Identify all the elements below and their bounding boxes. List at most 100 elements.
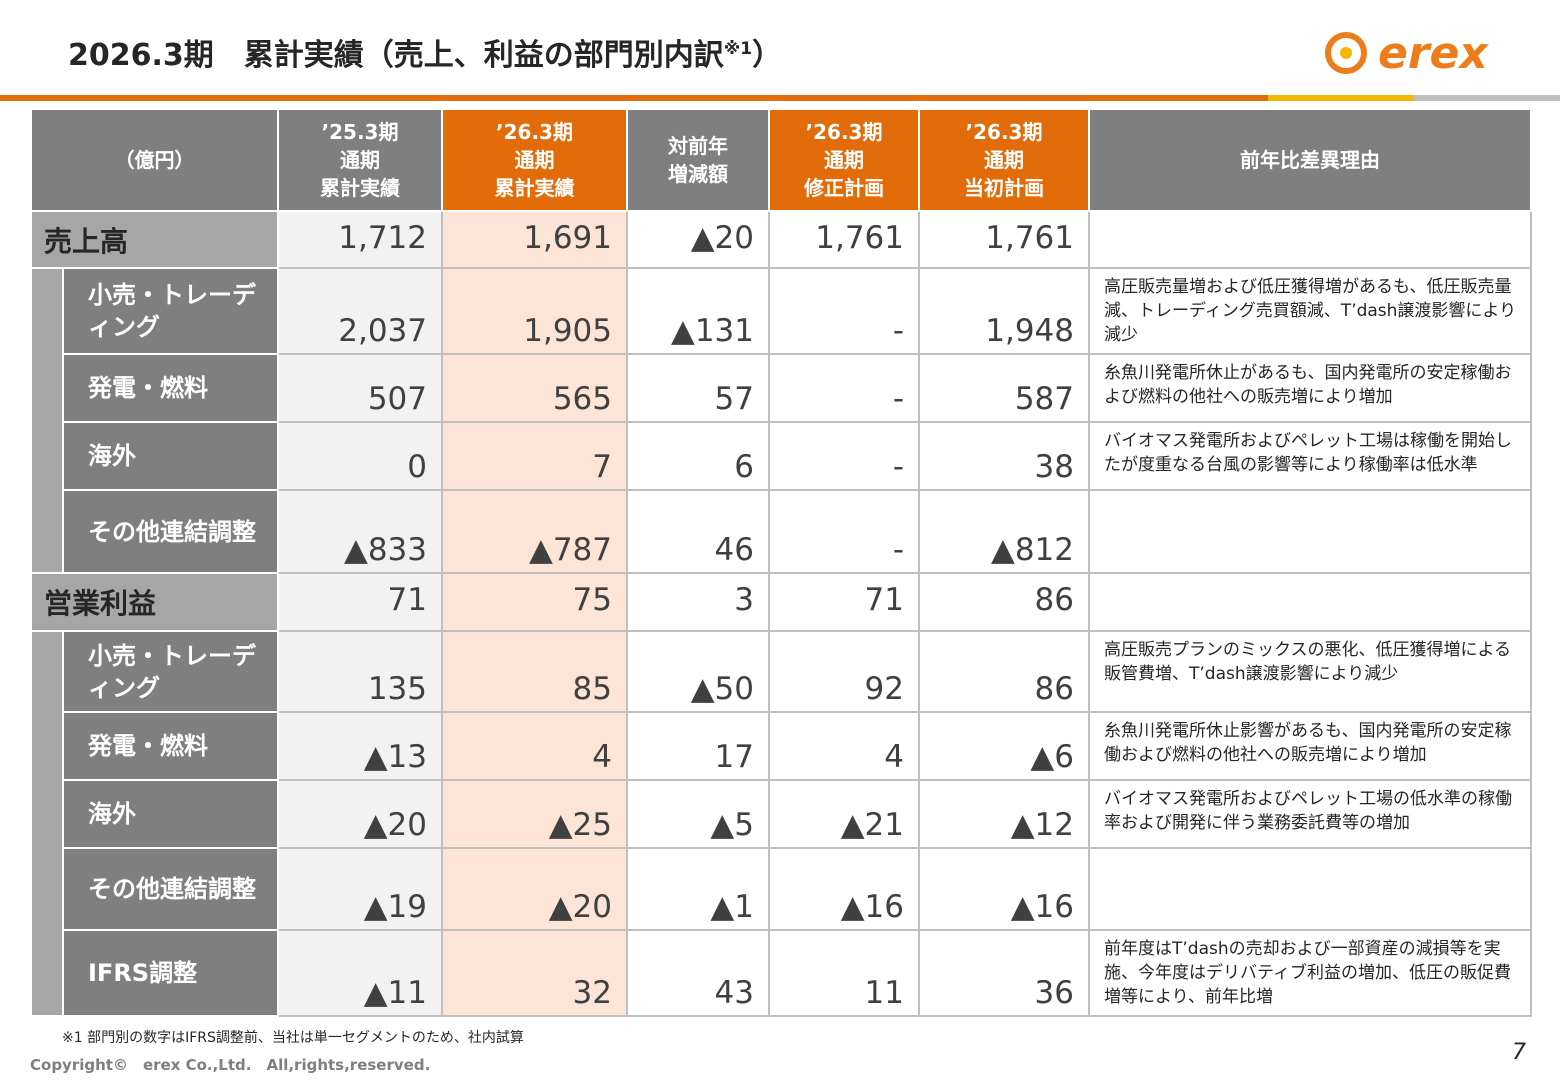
value-cell: 1,761	[918, 210, 1090, 269]
value-cell: 85	[441, 630, 628, 713]
value-cell: ▲20	[626, 210, 770, 269]
value-cell: ▲25	[441, 779, 628, 849]
value-cell: ▲11	[277, 929, 443, 1017]
value-cell: 3	[626, 572, 770, 632]
reason-cell: 高圧販売量増および低圧獲得増があるも、低圧販売量減、トレーディング売買額減、T’…	[1088, 267, 1532, 355]
segment-row: 発電・燃料 ▲13 4 17 4 ▲6 糸魚川発電所休止影響があるも、国内発電所の安定稼働お…	[31, 711, 1532, 781]
value-cell: 32	[441, 929, 628, 1017]
value-cell: -	[768, 421, 920, 491]
value-cell: 4	[768, 711, 920, 781]
column-header: ’26.3期 通期 当初計画	[918, 108, 1090, 212]
indent-strip	[30, 630, 64, 1017]
value-cell: ▲833	[277, 489, 443, 574]
reason-cell	[1088, 572, 1532, 632]
segment-label: 発電・燃料	[62, 353, 279, 423]
indent-strip	[30, 267, 64, 574]
value-cell: 36	[918, 929, 1090, 1017]
value-cell: ▲1	[626, 847, 770, 931]
value-cell: ▲787	[441, 489, 628, 574]
value-cell: ▲13	[277, 711, 443, 781]
reason-cell: 高圧販売プランのミックスの悪化、低圧獲得増による販管費増、T’dash譲渡影響に…	[1088, 630, 1532, 713]
segment-label: 海外	[62, 421, 279, 491]
title-text: 2026.3期 累計実績（売上、利益の部門別内訳	[68, 38, 724, 73]
value-cell: 17	[626, 711, 770, 781]
section-row: 売上高 1,712 1,691 ▲20 1,761 1,761	[30, 210, 1532, 269]
value-cell: -	[768, 489, 920, 574]
segment-row: その他連結調整 ▲833 ▲787 46- ▲812	[31, 489, 1532, 574]
reason-cell: 前年度はT’dashの売却および一部資産の減損等を実施、今年度はデリバティブ利益…	[1088, 929, 1532, 1017]
reason-cell	[1088, 210, 1532, 269]
value-cell: 38	[918, 421, 1090, 491]
value-cell: 1,691	[441, 210, 628, 269]
value-cell: 57	[626, 353, 770, 423]
reason-cell: 糸魚川発電所休止影響があるも、国内発電所の安定稼働および燃料の他社への販売増によ…	[1088, 711, 1532, 781]
column-header: ’25.3期 通期 累計実績	[277, 108, 443, 212]
value-cell: 2,037	[277, 267, 443, 355]
section-row: 営業利益 71 75 3 71 86	[30, 572, 1532, 632]
footnote: ※1 部門別の数字はIFRS調整前、当社は単一セグメントのため、社内試算	[62, 1030, 524, 1046]
column-header: （億円）	[30, 108, 279, 212]
segment-row: 小売・トレーディング 135 85 ▲50 92 86 高圧販売プランのミックスの悪化、低圧…	[30, 630, 1532, 1017]
column-header: ’26.3期 通期 修正計画	[768, 108, 920, 212]
logo-text: erex	[1378, 28, 1489, 78]
reason-cell: 糸魚川発電所休止があるも、国内発電所の安定稼働および燃料の他社への販売増により増…	[1088, 353, 1532, 423]
segment-label: 海外	[62, 779, 279, 849]
value-cell: 135	[277, 630, 443, 713]
value-cell: ▲12	[918, 779, 1090, 849]
value-cell: 75	[441, 572, 628, 632]
value-cell: -	[768, 353, 920, 423]
reason-cell: バイオマス発電所およびペレット工場の低水準の稼働率および開発に伴う業務委託費等の…	[1088, 779, 1532, 849]
results-table: （億円） ’25.3期 通期 累計実績 ’26.3期 通期 累計実績 対前年 増減額’…	[30, 108, 1532, 1017]
value-cell: 11	[768, 929, 920, 1017]
value-cell: 0	[277, 421, 443, 491]
header-row: （億円） ’25.3期 通期 累計実績 ’26.3期 通期 累計実績 対前年 増減額’…	[30, 108, 1532, 212]
segment-label: その他連結調整	[62, 847, 279, 931]
value-cell: -	[768, 267, 920, 355]
segment-label: IFRS調整	[62, 929, 279, 1017]
value-cell: 46	[626, 489, 770, 574]
value-cell: 71	[768, 572, 920, 632]
segment-label: 発電・燃料	[62, 711, 279, 781]
header-bar	[0, 95, 1560, 101]
value-cell: ▲6	[918, 711, 1090, 781]
value-cell: ▲5	[626, 779, 770, 849]
segment-row: その他連結調整 ▲19 ▲20 ▲1 ▲16 ▲16	[31, 847, 1532, 931]
section-label: 売上高	[30, 210, 279, 269]
title-end: ）	[752, 38, 783, 73]
title: 2026.3期 累計実績（売上、利益の部門別内訳※1）	[68, 30, 782, 74]
value-cell: 7	[441, 421, 628, 491]
value-cell: 4	[441, 711, 628, 781]
value-cell: ▲16	[918, 847, 1090, 931]
segment-row: 発電・燃料 507 565 57-587 糸魚川発電所休止があるも、国内発電所の安定稼働…	[31, 353, 1532, 423]
column-header: 対前年 増減額	[626, 108, 770, 212]
column-header: 前年比差異理由	[1088, 108, 1532, 212]
page-number: 7	[1512, 1040, 1526, 1065]
logo-dot	[1340, 47, 1352, 59]
value-cell: ▲16	[768, 847, 920, 931]
logo-icon	[1325, 32, 1367, 74]
value-cell: 86	[918, 572, 1090, 632]
segment-row: IFRS調整 ▲11 32 43 11 36 前年度はT’dashの売却および一部資産の減損…	[31, 929, 1532, 1017]
reason-cell: バイオマス発電所およびペレット工場は稼働を開始したが度重なる台風の影響等により稼…	[1088, 421, 1532, 491]
segment-row: 小売・トレーディング 2,037 1,905 ▲131-1,948 高圧販売量増および低…	[30, 267, 1532, 574]
value-cell: 1,712	[277, 210, 443, 269]
copyright: Copyright© erex Co.,Ltd. All,rights,rese…	[30, 1056, 431, 1074]
segment-row: 海外 ▲20 ▲25 ▲5 ▲21 ▲12 バイオマス発電所およびペレット工場の低水準の稼働…	[31, 779, 1532, 849]
value-cell: 1,905	[441, 267, 628, 355]
title-note: ※1	[723, 39, 753, 59]
value-cell: ▲50	[626, 630, 770, 713]
value-cell: ▲21	[768, 779, 920, 849]
value-cell: ▲131	[626, 267, 770, 355]
reason-cell	[1088, 847, 1532, 931]
segment-row: 海外 0 7 6-38 バイオマス発電所およびペレット工場は稼働を開始したが度重なる台風…	[31, 421, 1532, 491]
value-cell: ▲812	[918, 489, 1090, 574]
value-cell: 92	[768, 630, 920, 713]
segment-label: その他連結調整	[62, 489, 279, 574]
value-cell: 1,761	[768, 210, 920, 269]
value-cell: 565	[441, 353, 628, 423]
segment-label: 小売・トレーディング	[62, 630, 279, 713]
value-cell: 6	[626, 421, 770, 491]
column-header: ’26.3期 通期 累計実績	[441, 108, 628, 212]
value-cell: ▲20	[277, 779, 443, 849]
value-cell: 507	[277, 353, 443, 423]
